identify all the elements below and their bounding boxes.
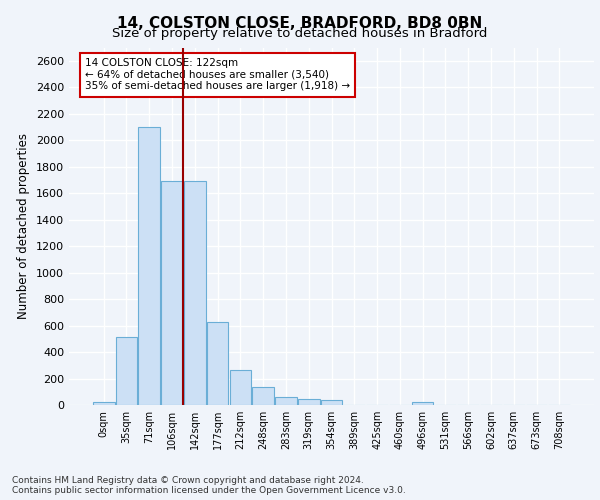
Text: Contains public sector information licensed under the Open Government Licence v3: Contains public sector information licen… — [12, 486, 406, 495]
Bar — [230, 370, 251, 405]
Text: 14 COLSTON CLOSE: 122sqm
← 64% of detached houses are smaller (3,540)
35% of sem: 14 COLSTON CLOSE: 122sqm ← 64% of detach… — [85, 58, 350, 92]
Bar — [139, 127, 160, 405]
Text: 14, COLSTON CLOSE, BRADFORD, BD8 0BN: 14, COLSTON CLOSE, BRADFORD, BD8 0BN — [118, 16, 482, 31]
Bar — [93, 402, 115, 405]
Y-axis label: Number of detached properties: Number of detached properties — [17, 133, 31, 320]
Bar — [207, 322, 229, 405]
Bar — [116, 338, 137, 405]
Bar — [253, 387, 274, 405]
Text: Contains HM Land Registry data © Crown copyright and database right 2024.: Contains HM Land Registry data © Crown c… — [12, 476, 364, 485]
Bar — [275, 397, 297, 405]
Bar — [184, 181, 206, 405]
Bar — [412, 402, 433, 405]
Text: Size of property relative to detached houses in Bradford: Size of property relative to detached ho… — [112, 28, 488, 40]
Bar — [161, 181, 183, 405]
Bar — [320, 400, 343, 405]
Bar — [298, 399, 320, 405]
